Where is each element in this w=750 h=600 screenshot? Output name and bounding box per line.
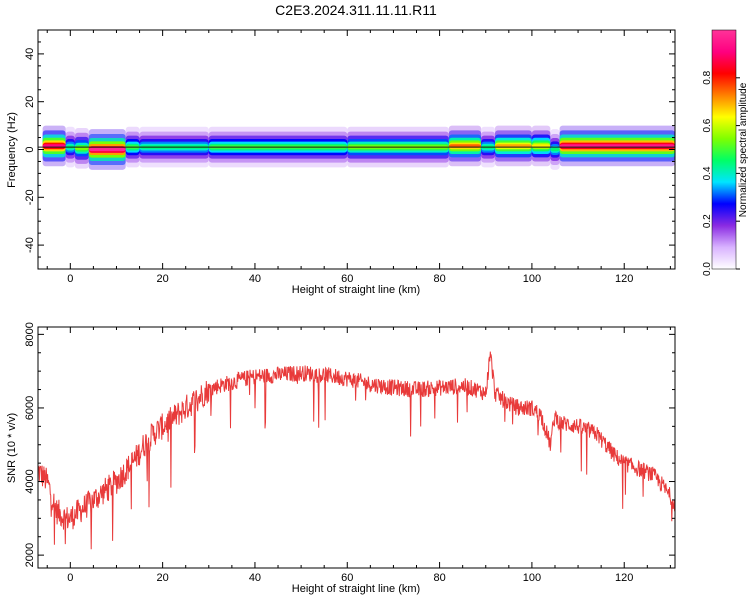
snr-y-label: SNR (10 * v/v) xyxy=(6,413,18,483)
snr-x-tick-label: 100 xyxy=(523,572,541,584)
chart-title: C2E3.2024.311.11.11.R11 xyxy=(275,2,437,18)
snr-ticks: 0 20 40 60 80 100 120 8000 6000 4000 2000 xyxy=(24,322,675,584)
spectrogram-x-tick-label: 40 xyxy=(249,273,261,285)
snr-x-tick-label: 0 xyxy=(67,572,73,584)
spectrogram-x-tick-label: 60 xyxy=(341,273,353,285)
spectrogram-y-tick-label: -40 xyxy=(24,237,36,253)
snr-x-label: Height of straight line (km) xyxy=(292,583,420,595)
spectrogram-x-label: Height of straight line (km) xyxy=(292,284,420,296)
spectrogram-x-tick-label: 120 xyxy=(615,273,633,285)
snr-x-tick-label: 20 xyxy=(157,572,169,584)
snr-frame xyxy=(37,326,676,569)
spectrogram-cell xyxy=(88,147,126,152)
spectrogram-y-label: Frequency (Hz) xyxy=(6,112,18,188)
colorbar: 0.0 0.2 0.4 0.6 0.8 Normalized spectral ampl… xyxy=(702,29,749,276)
spectrogram-y-tick-label: 0 xyxy=(24,146,36,152)
colorbar-tick-label: 0.6 xyxy=(702,118,713,132)
spectrogram-band xyxy=(38,125,675,170)
snr-series-line xyxy=(38,351,675,550)
spectrogram-panel: 0 20 40 60 80 100 120 40 20 0 -20 -40 Height of str… xyxy=(6,29,676,296)
spectrogram-ticks: 0 20 40 60 80 100 120 40 20 0 -20 -40 xyxy=(24,29,675,285)
spectrogram-x-tick-label: 20 xyxy=(157,273,169,285)
spectrogram-x-tick-label: 0 xyxy=(67,273,73,285)
spectrogram-x-tick-label: 80 xyxy=(433,273,445,285)
snr-x-tick-label: 60 xyxy=(341,572,353,584)
snr-y-tick-label: 6000 xyxy=(24,396,36,420)
snr-x-tick-label: 80 xyxy=(433,572,445,584)
colorbar-gradient xyxy=(711,29,737,270)
colorbar-tick-label: 0.0 xyxy=(702,262,713,276)
colorbar-tick-label: 0.2 xyxy=(702,214,713,228)
snr-x-tick-label: 40 xyxy=(249,572,261,584)
colorbar-tick-label: 0.4 xyxy=(702,166,713,180)
snr-panel: 0 20 40 60 80 100 120 8000 6000 4000 2000 Height o… xyxy=(6,322,676,595)
snr-y-tick-label: 8000 xyxy=(24,322,36,346)
colorbar-label: Normalized spectral amplitude xyxy=(738,82,749,217)
spectrogram-y-tick-label: 20 xyxy=(24,96,36,108)
snr-x-tick-label: 120 xyxy=(615,572,633,584)
snr-y-tick-label: 2000 xyxy=(24,543,36,567)
spectrogram-cell xyxy=(550,147,560,152)
spectrogram-x-tick-label: 100 xyxy=(523,273,541,285)
colorbar-tick-label: 0.8 xyxy=(702,70,713,84)
spectrogram-y-tick-label: 40 xyxy=(24,48,36,60)
snr-y-tick-label: 4000 xyxy=(24,469,36,493)
colorbar-ticks: 0.0 0.2 0.4 0.6 0.8 xyxy=(702,70,740,276)
spectrogram-y-tick-label: -20 xyxy=(24,189,36,205)
